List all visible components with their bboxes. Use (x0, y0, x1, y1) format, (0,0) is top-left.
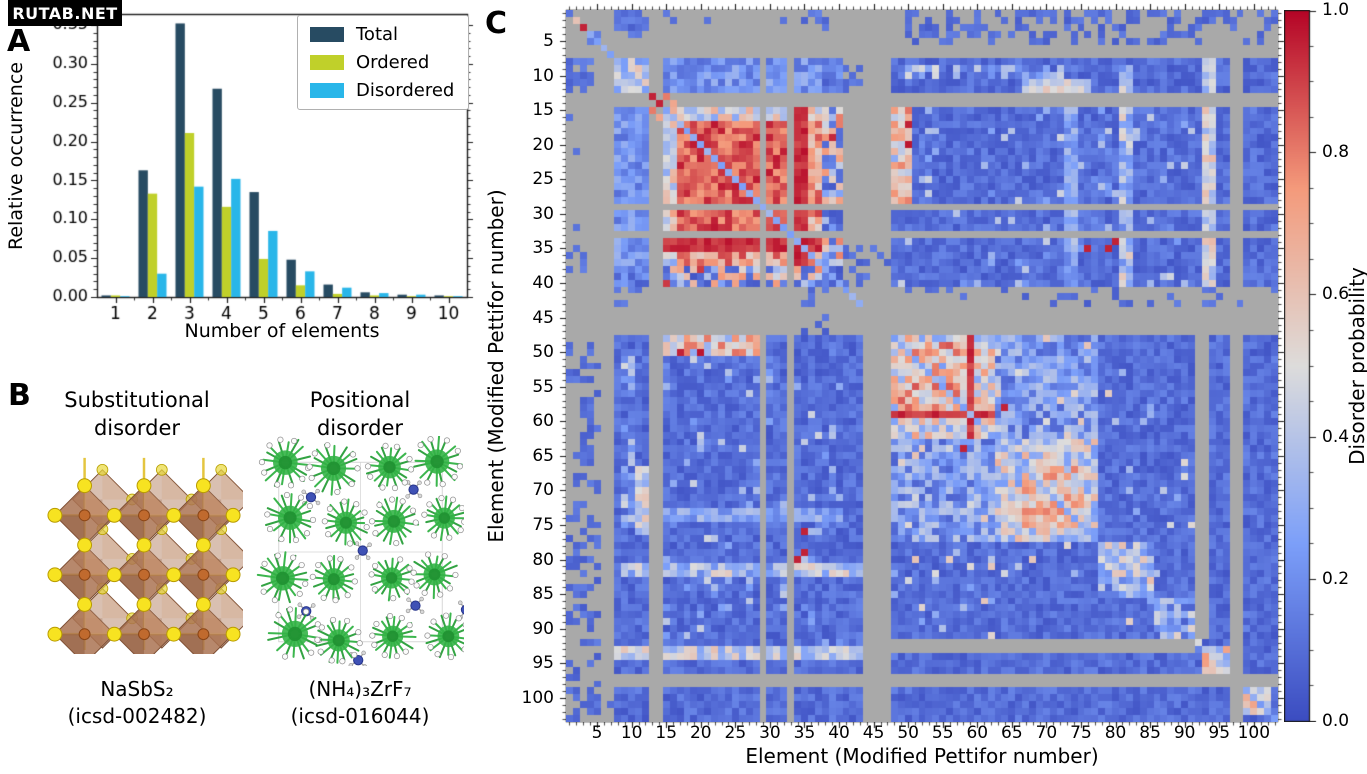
legend-swatch-total (310, 26, 344, 42)
colorbar-tick-label: 1.0 (1322, 0, 1350, 20)
legend-row-total: Total (310, 24, 468, 45)
heatmap-y-tick-label: 50 (532, 342, 554, 363)
heatmap-y-tick-label: 90 (532, 618, 554, 639)
heatmap-ylabel: Element (Modified Pettifor number) (484, 189, 508, 543)
panel-b-left-caption: NaSbS₂ (icsd-002482) (30, 676, 244, 730)
heatmap-y-tick-label: 95 (532, 653, 554, 674)
heatmap-x-tick-label: 85 (1139, 723, 1161, 743)
panel-b-left-title: Substitutional disorder (30, 386, 244, 442)
heatmap-y-tick-label: 75 (532, 514, 554, 535)
legend: Total Ordered Disordered (297, 15, 469, 110)
legend-swatch-ordered (310, 54, 344, 70)
legend-swatch-disordered (310, 83, 344, 99)
panel-b-right-title: Positional disorder (253, 386, 467, 442)
heatmap-y-tick-label: 35 (532, 238, 554, 259)
heatmap-y-tick-label: 70 (532, 480, 554, 501)
heatmap-x-tick-label: 55 (931, 723, 954, 743)
panel-a-ylabel: Relative occurrence (5, 62, 27, 250)
heatmap-x-tick-label: 10 (620, 723, 643, 743)
substitutional-title-line2: disorder (93, 416, 181, 440)
heatmap-x-tick-label: 100 (1237, 723, 1271, 743)
heatmap-y-tick-label: 55 (532, 376, 554, 397)
colorbar-tick-label: 0.4 (1322, 426, 1350, 447)
watermark-text: RUTAB.NET (12, 3, 118, 23)
positional-title-line2: disorder (316, 416, 404, 440)
heatmap-y-tick-label: 85 (532, 584, 554, 605)
heatmap-x-tick-label: 35 (793, 723, 816, 743)
panel-b-letter: B (8, 378, 31, 413)
heatmap-x-tick-label: 30 (759, 723, 781, 743)
heatmap-x-tick-label: 70 (1035, 723, 1058, 743)
substitutional-title-line1: Substitutional (64, 388, 210, 412)
legend-row-ordered: Ordered (310, 52, 468, 73)
panel-a-xlabel: Number of elements (184, 320, 380, 342)
panel-b-right-caption: (NH₄)₃ZrF₇ (icsd-016044) (253, 676, 467, 730)
watermark-badge: RUTAB.NET (8, 0, 122, 26)
panel-a-letter: A (7, 24, 31, 59)
heatmap-y-tick-label: 80 (532, 549, 554, 570)
heatmap-xlabel: Element (Modified Pettifor number) (745, 744, 1099, 768)
right-formula: (NH₄)₃ZrF₇ (308, 677, 412, 701)
heatmap-x-tick-label: 40 (828, 723, 850, 743)
legend-label-ordered: Ordered (356, 51, 430, 73)
heatmap-x-tick-label: 15 (655, 723, 678, 743)
heatmap-y-tick-label: 100 (521, 687, 554, 708)
heatmap-x-tick-label: 20 (689, 723, 712, 743)
heatmap-y-tick-label: 5 (543, 31, 554, 52)
heatmap-y-tick-label: 25 (532, 169, 554, 190)
left-formula: NaSbS₂ (100, 677, 174, 701)
heatmap-x-tick-label: 90 (1173, 723, 1196, 743)
colorbar-tick-label: 0.2 (1322, 568, 1350, 589)
heatmap-y-tick-label: 30 (532, 203, 554, 224)
positional-structure-illustration (256, 436, 464, 666)
heatmap-y-tick-label: 20 (532, 134, 554, 155)
heatmap-x-tick-label: 25 (724, 723, 747, 743)
right-icsd-id: (icsd-016044) (290, 704, 430, 728)
heatmap-x-tick-label: 50 (897, 723, 919, 743)
panel-c-letter: C (485, 6, 508, 41)
heatmap-x-tick-label: 60 (966, 723, 989, 743)
heatmap-x-tick-label: 65 (1001, 723, 1023, 743)
heatmap-x-tick-label: 95 (1208, 723, 1231, 743)
heatmap-canvas (566, 10, 1278, 722)
heatmap-x-tick-label: 80 (1104, 723, 1127, 743)
heatmap-y-tick-label: 10 (532, 65, 554, 86)
heatmap-x-tick-label: 5 (591, 723, 603, 743)
positional-title-line1: Positional (309, 388, 411, 412)
left-icsd-id: (icsd-002482) (67, 704, 207, 728)
heatmap-x-tick-label: 75 (1070, 723, 1092, 743)
heatmap-y-tick-label: 15 (532, 100, 554, 121)
heatmap-x-tick-label: 45 (862, 723, 885, 743)
colorbar-canvas (1284, 10, 1318, 722)
legend-label-disordered: Disordered (356, 80, 455, 102)
heatmap-panel: Element (Modified Pettifor number) Eleme… (480, 0, 1367, 774)
heatmap-y-tick-label: 45 (532, 307, 554, 328)
heatmap-y-tick-label: 40 (532, 273, 554, 294)
heatmap-y-tick-label: 60 (532, 411, 554, 432)
substitutional-structure-illustration (47, 457, 243, 654)
legend-row-disordered: Disordered (310, 80, 468, 101)
colorbar-tick-label: 0.8 (1322, 142, 1350, 163)
heatmap-y-tick-label: 65 (532, 445, 554, 466)
colorbar-tick-label: 0.6 (1322, 284, 1350, 305)
colorbar-tick-label: 0.0 (1322, 711, 1350, 731)
legend-label-total: Total (356, 23, 399, 45)
